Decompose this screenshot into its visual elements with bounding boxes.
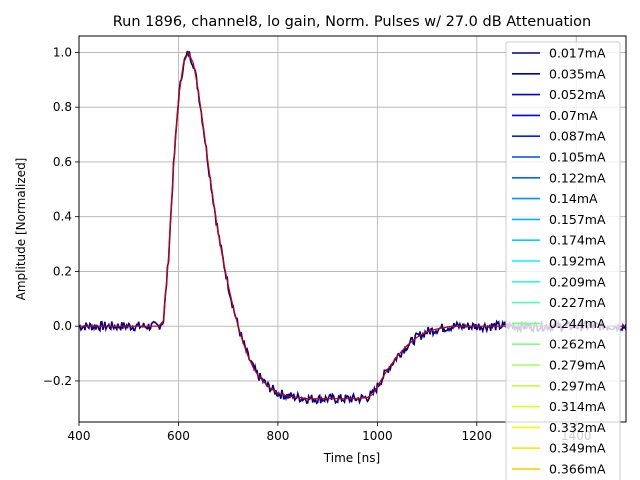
y-tick-label: 0.8 — [53, 100, 72, 114]
y-axis-label: Amplitude [Normalized] — [14, 158, 28, 301]
x-tick-label: 600 — [167, 429, 190, 443]
legend-label: 0.105mA — [549, 150, 606, 165]
y-tick-label: −0.2 — [43, 374, 72, 388]
y-axis-ticks: −0.2 0.0 0.2 0.4 0.6 0.8 1.0 — [43, 45, 79, 388]
legend-box — [505, 41, 621, 480]
legend-label: 0.227mA — [549, 295, 606, 310]
legend-label: 0.035mA — [549, 66, 606, 81]
legend-label: 0.157mA — [549, 212, 606, 227]
legend-label: 0.192mA — [549, 254, 606, 269]
y-tick-label: 0.6 — [53, 155, 72, 169]
legend-label: 0.209mA — [549, 274, 606, 289]
x-axis-label: Time [ns] — [323, 451, 380, 465]
y-tick-label: 0.2 — [53, 264, 72, 278]
y-tick-label: 1.0 — [53, 45, 72, 59]
x-tick-label: 800 — [266, 429, 289, 443]
legend-label: 0.279mA — [549, 358, 606, 373]
legend-label: 0.366mA — [549, 462, 606, 477]
legend-label: 0.332mA — [549, 420, 606, 435]
chart-title: Run 1896, channel8, lo gain, Norm. Pulse… — [113, 14, 592, 30]
legend-label: 0.087mA — [549, 129, 606, 144]
y-tick-label: 0.0 — [53, 319, 72, 333]
legend-label: 0.174mA — [549, 233, 606, 248]
legend-label: 0.052mA — [549, 87, 606, 102]
legend-label: 0.244mA — [549, 316, 606, 331]
legend-label: 0.314mA — [549, 399, 606, 414]
legend-label: 0.349mA — [549, 441, 606, 456]
legend-label: 0.07mA — [549, 108, 598, 123]
y-tick-label: 0.4 — [53, 210, 72, 224]
legend-label: 0.14mA — [549, 191, 598, 206]
x-tick-label: 1000 — [362, 429, 393, 443]
plot-frame — [78, 35, 627, 423]
x-axis-ticks: 400600800100012001400 — [68, 422, 592, 443]
legend: 0.017mA 0.035mA 0.052mA 0.07mA 0.087mA 0.105m… — [505, 41, 621, 480]
legend-label: 0.122mA — [549, 170, 606, 185]
legend-label: 0.262mA — [549, 337, 606, 352]
x-tick-label: 400 — [68, 429, 91, 443]
legend-label: 0.297mA — [549, 378, 606, 393]
legend-label: 0.017mA — [549, 46, 606, 61]
x-tick-label: 1200 — [462, 429, 493, 443]
